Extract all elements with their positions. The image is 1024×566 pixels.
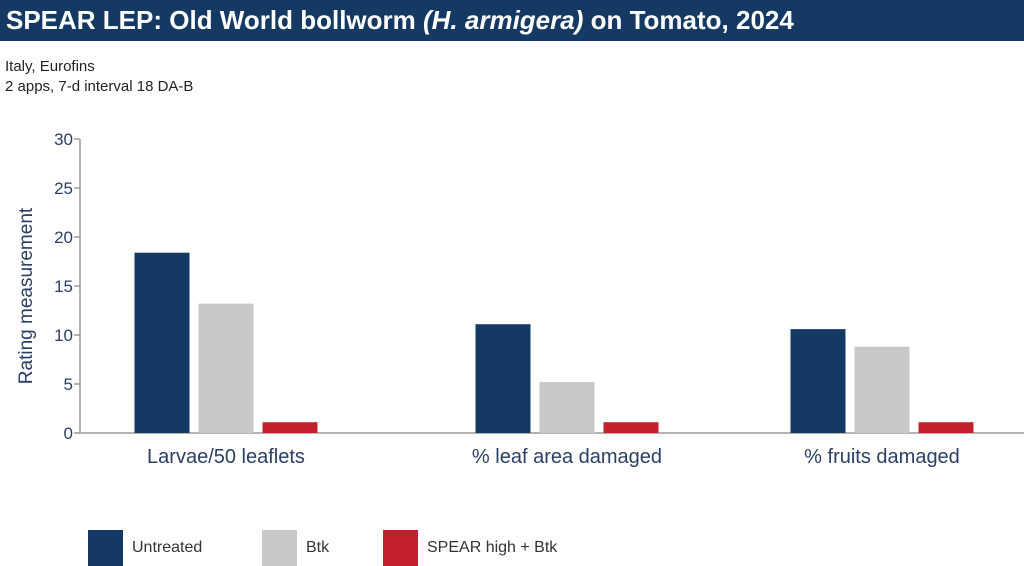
legend-label-btk: Btk bbox=[306, 539, 330, 556]
bar-untreated-1 bbox=[475, 324, 531, 433]
y-axis-title: Rating measurement bbox=[16, 207, 37, 384]
chart-title: SPEAR LEP: Old World bollworm (H. armige… bbox=[0, 0, 1024, 41]
bar-chart: 0 5 10 15 20 25 30 Rating measurement Larvae/50 … bbox=[16, 130, 1024, 468]
title-species: (H. armigera) bbox=[422, 5, 584, 35]
subtitle-application: 2 apps, 7-d interval 18 DA-B bbox=[5, 78, 194, 95]
bar-btk-1 bbox=[539, 382, 595, 433]
bar-untreated-2 bbox=[790, 329, 846, 433]
bar-btk-2 bbox=[854, 346, 910, 433]
y-tick-label: 15 bbox=[54, 277, 73, 296]
y-tick-label: 30 bbox=[54, 130, 73, 149]
legend-swatch-spear bbox=[383, 530, 418, 566]
x-category-label: Larvae/50 leaflets bbox=[147, 446, 305, 468]
title-main: SPEAR LEP: Old World bollworm bbox=[6, 5, 423, 35]
legend-label-spear: SPEAR high + Btk bbox=[427, 539, 558, 556]
bar-spear-high-btk-0 bbox=[262, 422, 318, 433]
x-category-label: % fruits damaged bbox=[804, 446, 960, 468]
x-category-label: % leaf area damaged bbox=[472, 446, 662, 468]
title-tail: on Tomato, 2024 bbox=[583, 5, 794, 35]
bar-spear-high-btk-2 bbox=[918, 422, 974, 433]
bar-untreated-0 bbox=[134, 252, 190, 433]
bar-spear-high-btk-1 bbox=[603, 422, 659, 433]
y-tick-label: 20 bbox=[54, 228, 73, 247]
legend-swatch-untreated bbox=[88, 530, 123, 566]
bar-btk-0 bbox=[198, 303, 254, 433]
y-tick-label: 25 bbox=[54, 179, 73, 198]
y-tick-label: 5 bbox=[64, 375, 73, 394]
y-tick-label: 0 bbox=[64, 424, 73, 443]
legend-swatch-btk bbox=[262, 530, 297, 566]
subtitle-location: Italy, Eurofins bbox=[5, 58, 95, 75]
legend-label-untreated: Untreated bbox=[132, 539, 203, 556]
y-tick-label: 10 bbox=[54, 326, 73, 345]
